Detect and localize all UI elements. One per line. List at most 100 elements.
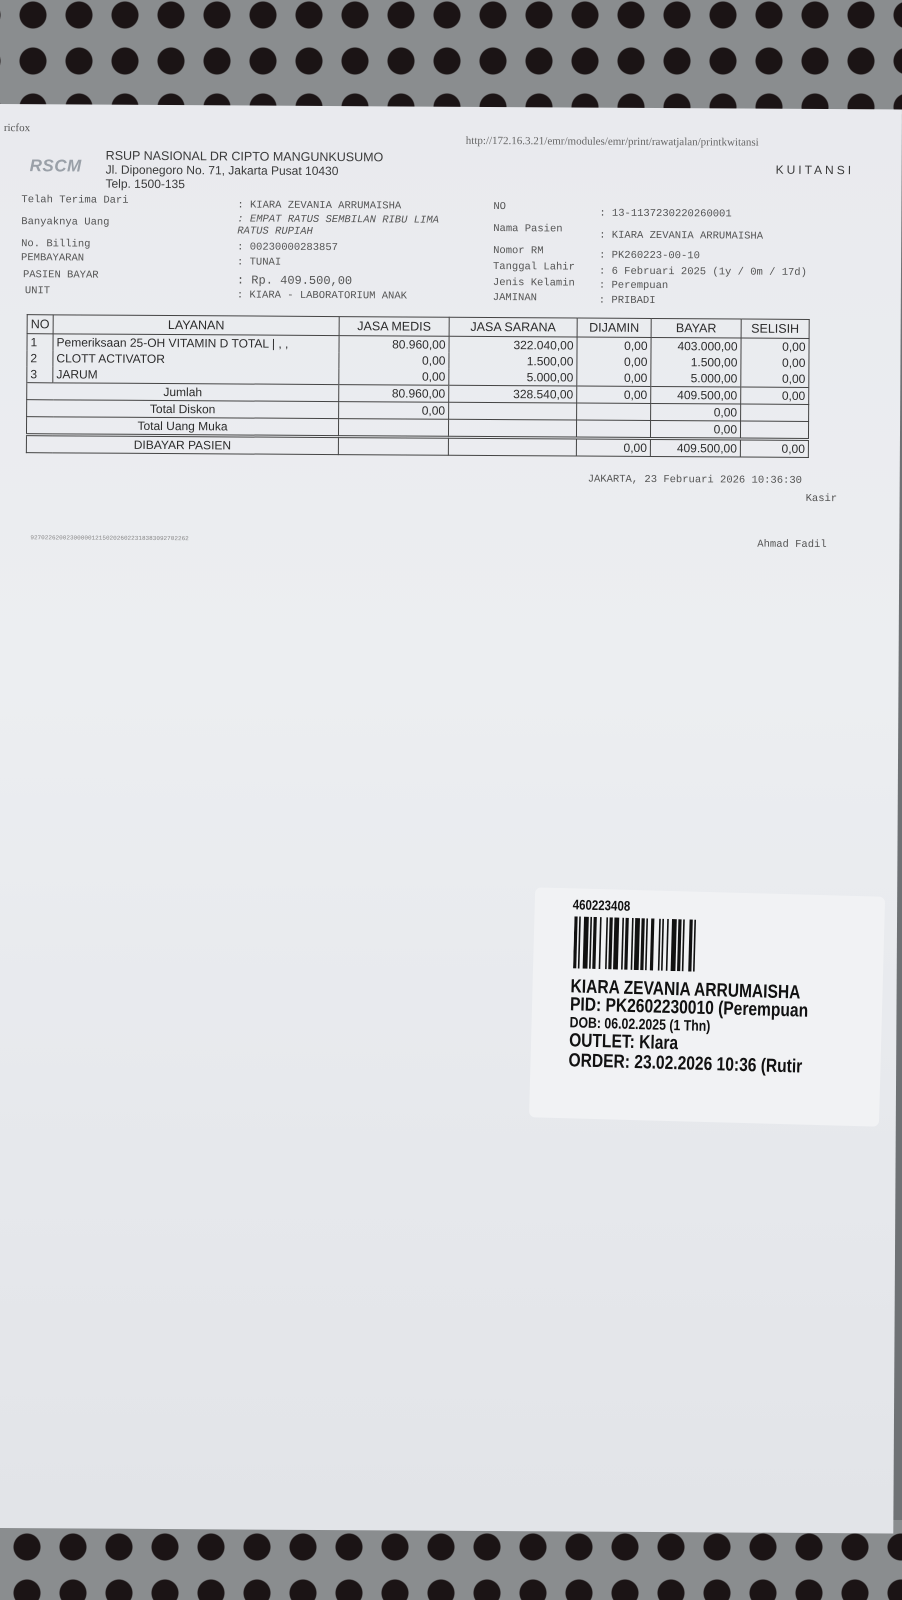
- barcode-bar: [693, 919, 697, 972]
- sticker-number: 460223408: [572, 896, 631, 914]
- cell-jasa-sarana: 1.500,00: [448, 352, 577, 370]
- column-header: SELISIH: [741, 319, 810, 339]
- field-value: : 00230000283857: [237, 241, 338, 255]
- column-header: NO: [27, 314, 54, 334]
- field-label: Tanggal Lahir: [492, 261, 575, 274]
- cell-empty: [740, 404, 809, 422]
- barcode-bar: [577, 916, 581, 969]
- field-value: : 13-1137230220260001: [599, 207, 732, 221]
- cell-empty: [448, 437, 577, 457]
- cell-jasa-sarana: 328.540,00: [448, 385, 577, 404]
- barcode-bar: [661, 918, 665, 971]
- field-value: : 6 Februari 2025 (1y / 0m / 17d): [598, 265, 807, 279]
- field-label: Telah Terima Dari: [21, 194, 129, 207]
- field-value: : KIARA ZEVANIA ARRUMAISHA: [237, 199, 402, 213]
- cell-bayar: 1.500,00: [650, 353, 741, 371]
- field-label: Nomor RM: [493, 245, 544, 258]
- field-label: UNIT: [24, 285, 51, 298]
- barcode: [573, 916, 697, 972]
- cell-empty: [740, 421, 809, 440]
- barcode-bar: [633, 918, 641, 971]
- cashier-role: Kasir: [805, 492, 838, 506]
- cell-no: 3: [26, 366, 53, 383]
- field-value: : KIARA - LABORATORIUM ANAK: [236, 289, 408, 303]
- field-value: : Perempuan: [598, 279, 669, 293]
- cell-jasa-sarana: 5.000,00: [448, 368, 577, 387]
- field-value: : KIARA ZEVANIA ARRUMAISHA: [599, 229, 764, 243]
- row-label: Total Diskon: [26, 399, 339, 419]
- dibayar-pasien-row: DIBAYAR PASIEN 0,00 409.500,00 0,00: [26, 434, 809, 458]
- barcode-bar: [598, 917, 602, 970]
- field-label: PASIEN BAYAR: [22, 269, 99, 282]
- row-label: Jumlah: [26, 382, 339, 402]
- cell-dijamin: 0,00: [576, 438, 651, 457]
- cell-jasa-sarana: 322.040,00: [448, 336, 578, 354]
- column-header: BAYAR: [651, 318, 742, 339]
- barcode-bar: [624, 917, 629, 970]
- barcode-bar: [592, 916, 597, 969]
- cell-layanan: Pemeriksaan 25-OH VITAMIN D TOTAL | , ,: [52, 333, 340, 353]
- cell-empty: [448, 402, 577, 421]
- perforated-metal-background: [0, 0, 902, 120]
- field-value: : Rp. 409.500,00: [236, 273, 353, 289]
- cell-bayar: 0,00: [650, 403, 741, 422]
- barcode-bar: [573, 916, 578, 969]
- field-label: Banyaknya Uang: [21, 216, 110, 229]
- field-label: NO: [493, 201, 507, 214]
- barcode-bar: [589, 916, 593, 969]
- barcode-bar: [657, 918, 661, 971]
- barcode-bar: [582, 916, 589, 969]
- column-header: JASA SARANA: [449, 317, 578, 338]
- barcode-bar: [640, 918, 645, 971]
- perforated-metal-background: [0, 1520, 902, 1600]
- cell-dijamin: 0,00: [576, 353, 651, 370]
- field-label: Jenis Kelamin: [492, 277, 575, 290]
- cell-layanan: JARUM: [52, 366, 339, 385]
- cell-selisih: 0,00: [740, 387, 809, 405]
- cell-jasa-medis: 0,00: [338, 352, 449, 369]
- barcode-bar: [670, 918, 677, 972]
- sticker-order: ORDER: 23.02.2026 10:36 (Rutir: [568, 1050, 803, 1078]
- cashier-name: Ahmad Fadil: [757, 538, 827, 552]
- barcode-bar: [681, 919, 685, 972]
- browser-header-left: ricfox: [3, 122, 31, 135]
- cell-bayar: 403.000,00: [650, 337, 742, 355]
- barcode-bar: [645, 918, 649, 971]
- cell-jasa-medis: 80.960,00: [338, 384, 449, 403]
- cell-selisih: 0,00: [740, 439, 809, 458]
- cell-dijamin: 0,00: [576, 386, 651, 404]
- cell-selisih: 0,00: [740, 370, 809, 388]
- browser-header-url: http://172.16.3.21/emr/modules/emr/print…: [465, 134, 759, 149]
- field-label: No. Billing: [21, 238, 91, 251]
- cell-empty: [338, 436, 449, 456]
- cell-bayar: 0,00: [650, 420, 741, 440]
- barcode-bar: [621, 917, 625, 970]
- column-header: JASA MEDIS: [339, 316, 450, 337]
- column-header: DIJAMIN: [577, 318, 652, 338]
- receipt-paper: ricfox http://172.16.3.21/emr/modules/em…: [0, 104, 902, 1534]
- cell-dijamin: 0,00: [576, 337, 652, 354]
- hospital-address: Jl. Diponegoro No. 71, Jakarta Pusat 104…: [105, 162, 339, 179]
- field-value: : PRIBADI: [598, 294, 656, 308]
- cell-jasa-medis: 0,00: [338, 368, 449, 386]
- cell-jasa-medis: 0,00: [338, 401, 449, 420]
- cell-empty: [576, 420, 651, 439]
- cell-bayar: 409.500,00: [650, 438, 741, 458]
- field-label: Nama Pasien: [493, 223, 563, 236]
- cell-no: 2: [26, 350, 53, 367]
- cell-empty: [448, 419, 577, 439]
- field-value: : TUNAI: [236, 256, 282, 269]
- cell-selisih: 0,00: [740, 338, 810, 355]
- row-label: DIBAYAR PASIEN: [26, 434, 339, 455]
- barcode-bar: [649, 918, 655, 971]
- field-label: JAMINAN: [492, 292, 537, 305]
- cell-selisih: 0,00: [740, 354, 809, 371]
- cell-bayar: 5.000,00: [650, 369, 741, 388]
- field-value: : PK260223-00-10: [599, 249, 700, 263]
- cell-bayar: 409.500,00: [650, 386, 741, 405]
- rscm-logo: RSCM: [29, 156, 82, 176]
- field-label: PEMBAYARAN: [21, 252, 85, 265]
- row-label: Total Uang Muka: [26, 416, 339, 437]
- hospital-phone: Telp. 1500-135: [105, 176, 185, 192]
- cell-dijamin: 0,00: [576, 369, 651, 387]
